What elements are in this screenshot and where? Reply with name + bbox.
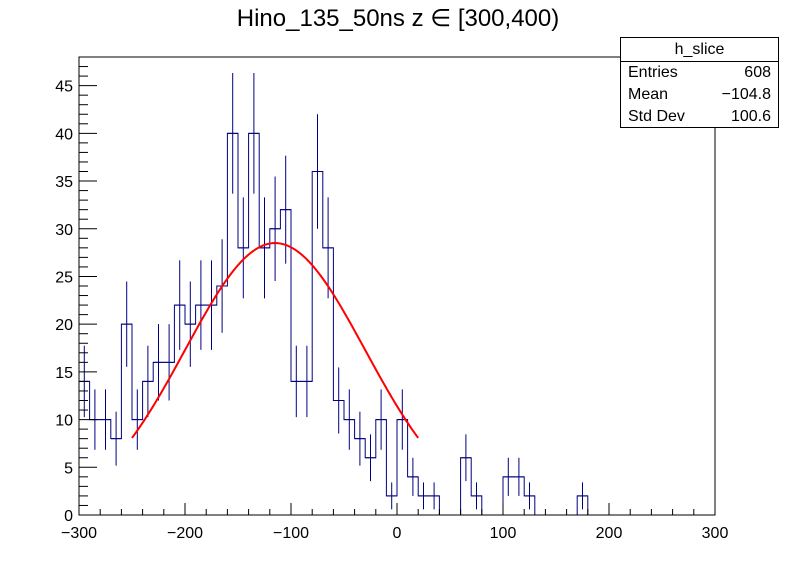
- x-axis: −300 −200 −100 0 100 200 300: [61, 503, 728, 542]
- y-tick-label: 25: [55, 269, 73, 286]
- chart-title: Hino_135_50ns z ∈ [300,400): [236, 5, 560, 32]
- x-tick-label: 200: [596, 525, 623, 542]
- stats-histogram-name: h_slice: [621, 38, 778, 62]
- x-tick-label: −200: [167, 525, 203, 542]
- stats-row-stddev: Std Dev 100.6: [621, 106, 778, 128]
- stats-label: Entries: [628, 64, 678, 81]
- stats-label: Std Dev: [628, 108, 685, 125]
- stats-box: h_slice Entries 608 Mean −104.8 Std Dev …: [620, 37, 779, 128]
- y-tick-label: 30: [55, 222, 73, 239]
- x-tick-label: −300: [61, 525, 97, 542]
- stats-value: 100.6: [730, 108, 771, 125]
- x-tick-label: 100: [490, 525, 517, 542]
- y-tick-label: 5: [64, 460, 73, 477]
- y-tick-label: 20: [55, 317, 73, 334]
- y-axis: 0 5 10 15 20 25 30 35 40 45: [55, 56, 97, 525]
- stats-value: −104.8: [721, 86, 771, 103]
- y-tick-label: 15: [55, 365, 73, 382]
- x-tick-label: 0: [393, 525, 402, 542]
- histogram-outline: [79, 132, 715, 516]
- stats-label: Mean: [628, 86, 669, 103]
- y-tick-label: 45: [55, 79, 73, 96]
- y-tick-label: 10: [55, 413, 73, 430]
- y-tick-label: 0: [64, 508, 73, 525]
- y-tick-label: 35: [55, 174, 73, 191]
- histogram-series: [79, 132, 715, 516]
- stats-row-entries: Entries 608: [621, 62, 778, 84]
- x-tick-label: −100: [273, 525, 309, 542]
- fit-curve: [131, 242, 420, 439]
- stats-row-mean: Mean −104.8: [621, 84, 778, 106]
- y-tick-label: 40: [55, 126, 73, 143]
- stats-value: 608: [744, 64, 771, 81]
- x-tick-label: 300: [702, 525, 729, 542]
- gaussian-fit: [131, 242, 420, 439]
